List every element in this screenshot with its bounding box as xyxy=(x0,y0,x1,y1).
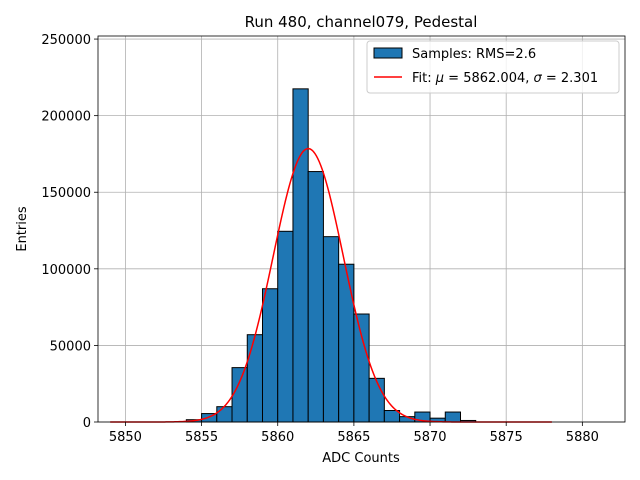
histogram-bar xyxy=(353,313,370,423)
legend-samples-swatch xyxy=(373,47,403,59)
chart-title: Run 480, channel079, Pedestal xyxy=(245,13,478,31)
legend-box xyxy=(366,40,620,94)
histogram-bar xyxy=(231,367,248,423)
histogram-bar xyxy=(444,411,462,423)
x-tick-label: 5870 xyxy=(413,430,446,445)
histogram-bar xyxy=(216,406,233,423)
histogram-bar xyxy=(338,263,355,423)
x-tick-label: 5880 xyxy=(566,430,599,445)
x-tick-label: 5865 xyxy=(337,430,370,445)
histogram-bar xyxy=(292,88,309,423)
x-tick-label: 5875 xyxy=(490,430,523,445)
histogram-bar xyxy=(368,377,385,423)
histogram-bar xyxy=(277,230,294,423)
plot-frame xyxy=(97,35,626,423)
histogram-bar xyxy=(246,334,263,423)
x-tick-label: 5855 xyxy=(185,430,218,445)
legend: Samples: RMS=2.6 Fit: μ = 5862.004, σ = … xyxy=(366,40,620,94)
histogram-bar xyxy=(307,171,324,423)
histogram-bar xyxy=(261,288,279,423)
y-tick-label: 250000 xyxy=(41,33,91,48)
histogram-bar xyxy=(383,410,401,423)
x-tick-label: 5850 xyxy=(109,430,142,445)
y-tick-label: 100000 xyxy=(41,263,91,278)
x-axis-label: ADC Counts xyxy=(322,451,400,466)
y-tick-label: 200000 xyxy=(41,110,91,125)
y-tick-label: 50000 xyxy=(50,339,91,354)
y-tick-label: 150000 xyxy=(41,186,91,201)
histogram-bar xyxy=(322,236,340,423)
x-ticks: 5850 5855 5860 5865 5870 5875 5880 xyxy=(109,422,599,445)
y-axis-label: Entries xyxy=(15,206,30,252)
y-ticks: 0 50000 100000 150000 200000 250000 xyxy=(41,33,98,431)
legend-fit-label: Fit: μ = 5862.004, σ = 2.301 xyxy=(412,71,598,86)
legend-samples-label: Samples: RMS=2.6 xyxy=(412,47,536,62)
histogram-bars xyxy=(185,88,477,423)
x-tick-label: 5860 xyxy=(261,430,294,445)
y-tick-label: 0 xyxy=(83,416,91,431)
